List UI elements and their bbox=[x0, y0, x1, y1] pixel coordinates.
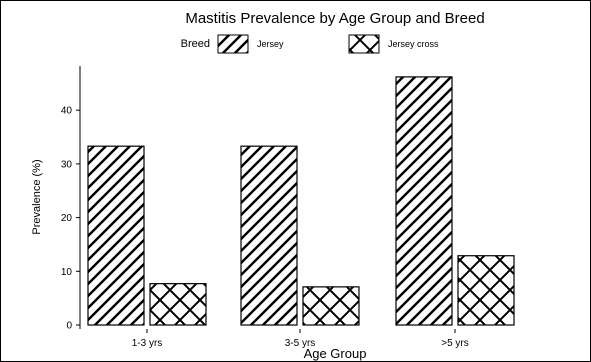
x-axis-title: Age Group bbox=[304, 346, 367, 361]
legend: Breed Jersey Jersey cross bbox=[181, 34, 439, 54]
y-tick-label: 10 bbox=[61, 267, 73, 278]
x-tick-label: >5 yrs bbox=[441, 338, 469, 349]
x-tick-label: 1-3 yrs bbox=[132, 338, 163, 349]
bar-jersey-cross-0 bbox=[149, 283, 207, 326]
bar-jersey-1 bbox=[240, 145, 298, 326]
y-tick-label: 30 bbox=[61, 159, 73, 170]
chart-title: Mastitis Prevalence by Age Group and Bre… bbox=[185, 10, 484, 27]
y-tick-label: 20 bbox=[61, 213, 73, 224]
legend-label-jersey: Jersey bbox=[257, 39, 284, 49]
legend-title: Breed bbox=[181, 38, 210, 50]
bars bbox=[87, 76, 515, 326]
y-tick-label: 0 bbox=[66, 321, 72, 332]
y-axis-title: Prevalence (%) bbox=[31, 159, 43, 234]
legend-swatch-jersey bbox=[217, 34, 249, 54]
y-tick-label: 40 bbox=[61, 106, 73, 117]
bar-jersey-cross-2 bbox=[457, 255, 515, 326]
bar-jersey-2 bbox=[395, 76, 453, 326]
bar-jersey-cross-1 bbox=[302, 286, 360, 326]
x-tick-label: 3-5 yrs bbox=[285, 338, 316, 349]
y-ticks: 0 10 20 30 40 bbox=[61, 106, 80, 332]
x-ticks: 1-3 yrs 3-5 yrs >5 yrs bbox=[132, 329, 469, 349]
legend-label-jersey-cross: Jersey cross bbox=[388, 39, 439, 49]
bar-jersey-0 bbox=[87, 145, 145, 326]
legend-swatch-jersey-cross bbox=[348, 34, 380, 54]
